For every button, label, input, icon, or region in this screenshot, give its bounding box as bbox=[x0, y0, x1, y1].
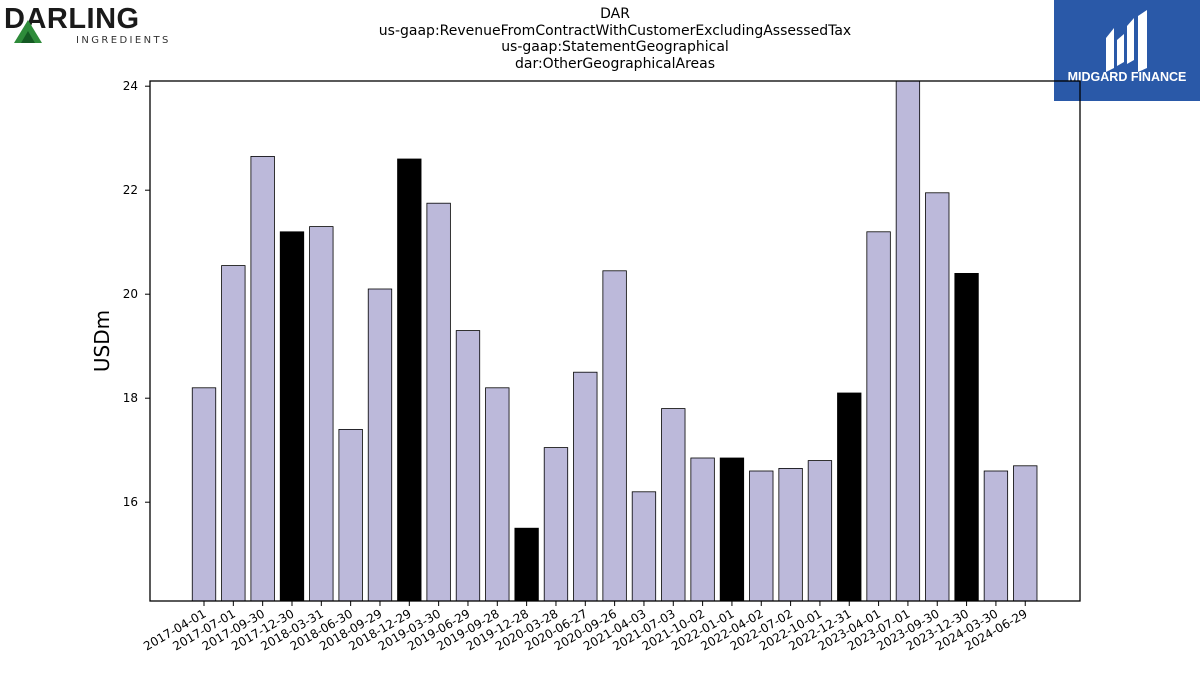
chart-title-line-statement: us-gaap:StatementGeographical bbox=[501, 39, 729, 55]
bar-2021-07-03 bbox=[661, 408, 686, 602]
bar-2018-09-29 bbox=[367, 288, 393, 602]
y-tick-label: 18 bbox=[123, 391, 138, 405]
bar-2023-12-30 bbox=[954, 272, 979, 602]
y-axis-label: USDm bbox=[90, 310, 114, 372]
y-tick-label: 22 bbox=[123, 183, 138, 197]
bar-2022-07-02 bbox=[778, 467, 803, 602]
chart-title-line-member: dar:OtherGeographicalAreas bbox=[514, 55, 716, 72]
bar-2017-09-30 bbox=[250, 155, 275, 602]
y-tick-label: 20 bbox=[123, 287, 138, 301]
bar-2017-12-30 bbox=[279, 231, 305, 602]
bar-2019-03-30 bbox=[426, 202, 451, 602]
bar-2019-09-28 bbox=[485, 387, 510, 602]
bar-2022-04-02 bbox=[749, 470, 774, 602]
bar-2023-07-01 bbox=[895, 80, 921, 602]
y-axis: 16 18 20 22 24 bbox=[123, 79, 150, 509]
midgard-finance-logo: MIDGARD FINANCE bbox=[1054, 0, 1200, 101]
bar-2019-12-28 bbox=[514, 527, 539, 602]
x-axis: 2017-04-012017-07-012017-09-302017-12-30… bbox=[141, 601, 1030, 653]
midgard-mark-icon bbox=[1106, 10, 1147, 72]
bar-2019-06-29 bbox=[455, 330, 481, 602]
bar-2017-04-01 bbox=[191, 387, 217, 602]
bar-2022-10-01 bbox=[807, 460, 833, 602]
y-tick-label: 24 bbox=[123, 79, 138, 93]
bar-2020-03-28 bbox=[543, 447, 569, 602]
bar-2020-06-27 bbox=[573, 371, 598, 602]
bar-2023-04-01 bbox=[866, 231, 891, 602]
bar-2023-09-30 bbox=[925, 192, 950, 602]
bar-2021-10-02 bbox=[690, 457, 715, 602]
chart-title-line-concept: us-gaap:RevenueFromContractWithCustomerE… bbox=[378, 22, 852, 39]
bar-series bbox=[191, 80, 1038, 602]
bar-2021-04-03 bbox=[631, 491, 657, 602]
logo-right-wordmark: MIDGARD FINANCE bbox=[1068, 70, 1187, 84]
chart-title-line-ticker: DAR bbox=[600, 6, 630, 22]
bar-2022-12-31 bbox=[837, 392, 862, 602]
logo-left-subtext: INGREDIENTS bbox=[76, 35, 171, 46]
bar-2022-01-01 bbox=[719, 457, 745, 602]
bar-2018-03-31 bbox=[309, 226, 334, 602]
bar-2017-07-01 bbox=[221, 265, 246, 602]
darling-ingredients-logo: DARLING INGREDIENTS bbox=[4, 3, 174, 48]
bar-2024-03-30 bbox=[983, 470, 1009, 602]
bar-2018-12-29 bbox=[397, 158, 422, 602]
bar-2024-06-29 bbox=[1013, 465, 1038, 602]
bar-2018-06-30 bbox=[338, 428, 363, 602]
y-tick-label: 16 bbox=[123, 495, 138, 509]
chart-title: DAR us-gaap:RevenueFromContractWithCusto… bbox=[300, 6, 930, 72]
bar-2020-09-26 bbox=[602, 270, 627, 602]
